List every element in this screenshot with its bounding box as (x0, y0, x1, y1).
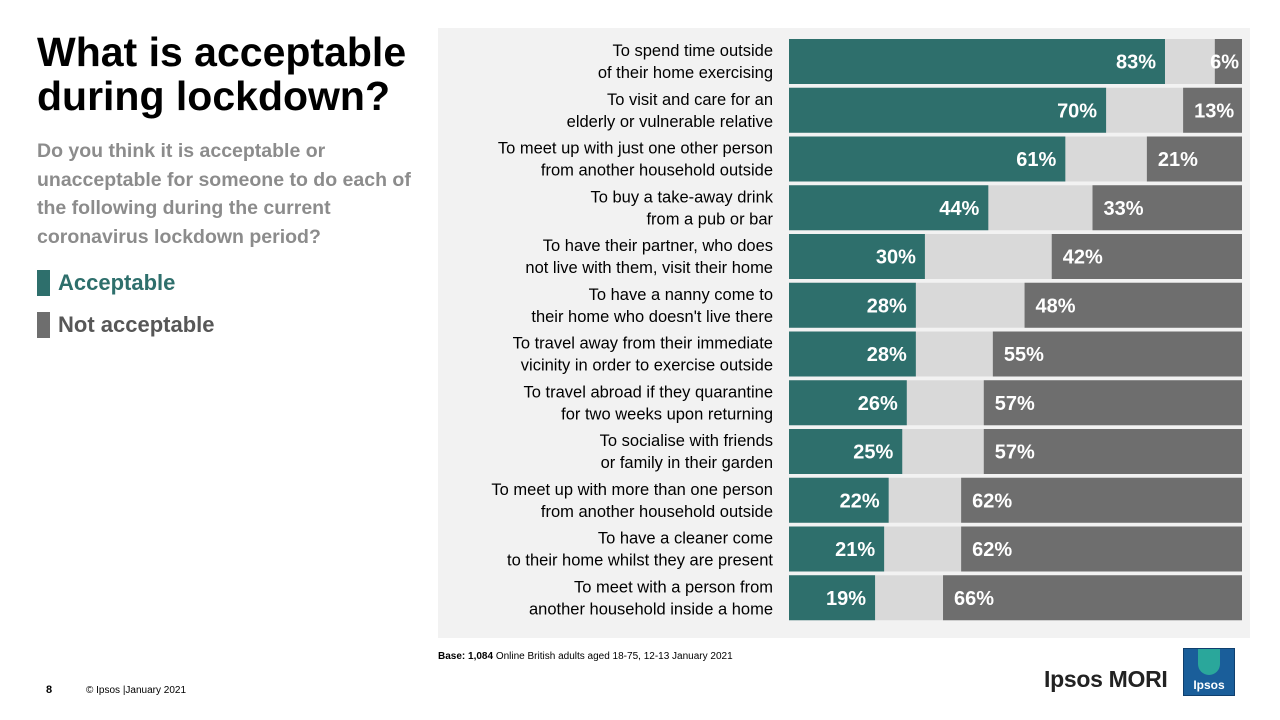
value-label-not-acceptable: 62% (972, 490, 1012, 512)
bar-not-acceptable (1214, 39, 1242, 84)
bar-acceptable (789, 380, 907, 426)
bar-acceptable (789, 136, 1066, 182)
value-label-not-acceptable: 6% (1210, 52, 1239, 74)
bar-not-acceptable (1051, 234, 1242, 279)
value-label-acceptable: 22% (840, 490, 880, 512)
value-label-acceptable: 21% (835, 539, 875, 561)
stacked-bar-chart: To spend time outside of their home exerc… (491, 39, 1242, 621)
bar-acceptable (789, 185, 989, 231)
value-label-not-acceptable: 33% (1104, 198, 1144, 220)
question-subtitle: Do you think it is acceptable or unaccep… (37, 140, 411, 248)
ipsos-logo: Ipsos (1183, 648, 1235, 696)
value-label-not-acceptable: 66% (954, 588, 994, 610)
bar-acceptable (789, 331, 916, 377)
value-label-not-acceptable: 57% (995, 442, 1035, 464)
bar-not-acceptable (983, 429, 1242, 474)
bar-not-acceptable (1146, 136, 1242, 182)
value-label-acceptable: 28% (867, 344, 907, 366)
legend-swatch-not-acceptable (37, 312, 50, 338)
bar-not-acceptable (961, 477, 1242, 523)
page-number: 8 (46, 684, 53, 696)
category-label: To have their partner, who does not live … (525, 237, 773, 277)
bar-not-acceptable (1092, 185, 1242, 231)
base-footnote: Base: 1,084 Online British adults aged 1… (438, 651, 733, 662)
bar-acceptable (789, 39, 1165, 84)
bar-acceptable (789, 234, 925, 279)
category-label: To travel away from their immediate vicin… (513, 335, 773, 375)
base-text: Online British adults aged 18-75, 12-13 … (493, 651, 733, 662)
bar-acceptable (789, 526, 885, 572)
legend-label-not-acceptable: Not acceptable (58, 312, 215, 337)
category-label: To have a nanny come to their home who do… (531, 286, 773, 326)
bar-not-acceptable (961, 526, 1242, 572)
value-label-acceptable: 44% (939, 198, 979, 220)
bar-acceptable (789, 575, 876, 621)
value-label-not-acceptable: 55% (1004, 344, 1044, 366)
value-label-not-acceptable: 21% (1158, 149, 1198, 171)
category-label: To meet with a person from another househ… (529, 578, 773, 618)
category-label: To travel abroad if they quarantine for t… (524, 383, 774, 423)
page-title: What is acceptable during lockdown? (37, 29, 407, 119)
value-label-not-acceptable: 42% (1063, 247, 1103, 269)
legend-swatch-acceptable (37, 270, 50, 296)
value-label-acceptable: 19% (826, 588, 866, 610)
value-label-acceptable: 70% (1057, 100, 1097, 122)
value-label-acceptable: 61% (1016, 149, 1056, 171)
copyright-text: © Ipsos |January 2021 (86, 685, 187, 696)
legend: Acceptable Not acceptable (37, 262, 215, 346)
value-label-acceptable: 83% (1116, 52, 1156, 74)
bar-acceptable (789, 429, 903, 474)
base-label: Base: 1,084 (438, 651, 494, 662)
value-label-not-acceptable: 13% (1194, 100, 1234, 122)
value-label-not-acceptable: 62% (972, 539, 1012, 561)
value-label-acceptable: 28% (867, 295, 907, 317)
bar-not-acceptable (943, 575, 1242, 621)
value-label-not-acceptable: 48% (1036, 295, 1076, 317)
category-label: To visit and care for an elderly or vulne… (567, 91, 773, 131)
bar-acceptable (789, 282, 916, 328)
value-label-acceptable: 26% (858, 393, 898, 415)
chart-panel: To spend time outside of their home exerc… (438, 28, 1250, 638)
legend-item-not-acceptable: Not acceptable (37, 304, 215, 346)
value-label-acceptable: 25% (853, 442, 893, 464)
value-label-acceptable: 30% (876, 247, 916, 269)
bar-not-acceptable (983, 380, 1242, 426)
category-label: To have a cleaner come to their home whil… (507, 530, 773, 570)
value-label-not-acceptable: 57% (995, 393, 1035, 415)
bar-not-acceptable (992, 331, 1242, 377)
category-label: To meet up with just one other person fro… (498, 140, 773, 180)
bar-not-acceptable (1183, 87, 1242, 133)
legend-label-acceptable: Acceptable (58, 270, 176, 295)
legend-item-acceptable: Acceptable (37, 262, 215, 304)
bar-acceptable (789, 87, 1107, 133)
brand-name: Ipsos MORI (1044, 666, 1168, 692)
bar-acceptable (789, 477, 889, 523)
bar-not-acceptable (1024, 282, 1242, 328)
category-label: To spend time outside of their home exerc… (598, 42, 773, 82)
category-label: To socialise with friends or family in th… (600, 432, 773, 472)
category-label: To buy a take-away drink from a pub or ba… (590, 188, 773, 228)
category-label: To meet up with more than one person from… (491, 481, 773, 521)
